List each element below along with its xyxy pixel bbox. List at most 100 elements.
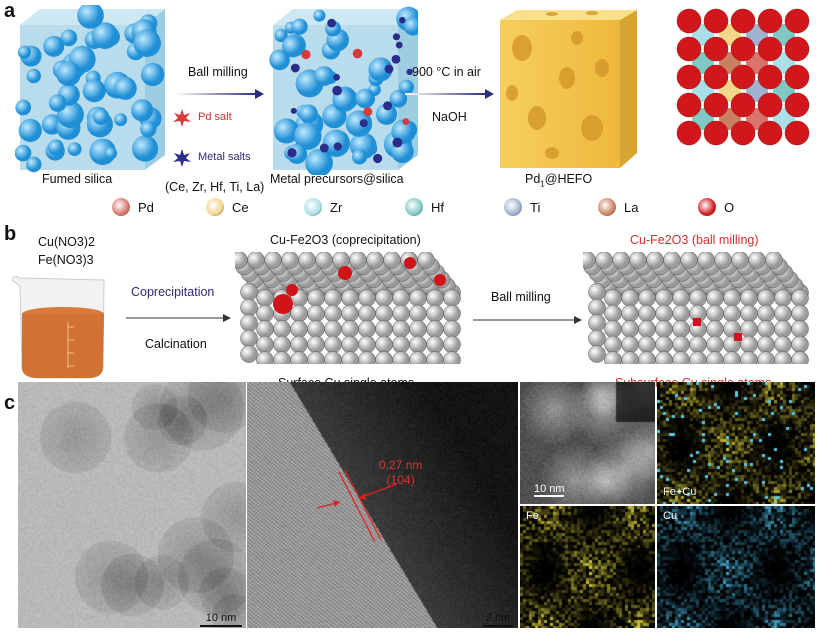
fe-atom	[325, 352, 342, 365]
fe-atom	[589, 284, 606, 301]
oxygen-atom	[785, 65, 809, 89]
fe-atom	[427, 352, 444, 365]
fe-atom	[656, 290, 673, 307]
silica-sphere	[49, 94, 67, 112]
silica-sphere	[282, 36, 304, 58]
salt-particle	[333, 74, 340, 81]
silica-sphere	[26, 69, 40, 83]
fe-atom	[291, 336, 308, 353]
fe-atom	[589, 315, 606, 332]
fe-atom	[707, 321, 724, 338]
silica-sphere	[18, 46, 31, 59]
salt-particle	[360, 119, 368, 127]
silica-sphere	[132, 136, 158, 162]
fe-atom	[589, 299, 606, 316]
fe-atom	[316, 252, 333, 269]
silica-sphere	[19, 119, 42, 142]
fe-atom	[308, 305, 325, 322]
fe-atom	[656, 336, 673, 353]
caption-pd: Pd	[525, 172, 540, 186]
atom-swatch-icon	[405, 198, 423, 216]
fe-atom	[410, 352, 427, 365]
salt-particle	[363, 107, 372, 116]
fe-atom	[758, 321, 775, 338]
fe-atom	[775, 336, 792, 353]
fe-atom	[241, 284, 258, 301]
oxygen-atom	[677, 37, 701, 61]
slab1-title: Cu-Fe2O3 (coprecipitation)	[270, 233, 421, 247]
silica-sphere	[114, 77, 137, 100]
fe-atom	[605, 321, 622, 338]
fe-atom	[444, 290, 461, 307]
fe-atom	[274, 336, 291, 353]
precursor-fe-nitrate: Fe(NO3)3	[38, 253, 94, 267]
fe-atom	[639, 305, 656, 322]
silica-sphere	[43, 36, 64, 57]
fe-atom	[427, 305, 444, 322]
fe-atom	[792, 290, 809, 307]
atom-swatch-icon	[304, 198, 322, 216]
fe-atom	[775, 305, 792, 322]
oxygen-atom	[731, 121, 755, 145]
fe-atom	[673, 321, 690, 338]
legend-label: La	[624, 200, 638, 215]
fe-atom	[342, 336, 359, 353]
hrtem-scale-label: 2 nm	[486, 612, 510, 624]
atom-swatch-icon	[206, 198, 224, 216]
fe-atom	[758, 305, 775, 322]
metal-salts-icon	[172, 148, 192, 168]
atom-swatch-icon	[598, 198, 616, 216]
fe-atom	[656, 321, 673, 338]
fe-atom	[758, 290, 775, 307]
fe-atom	[427, 336, 444, 353]
legend-item-hf: Hf	[405, 198, 444, 216]
cu-single-atom	[273, 294, 293, 314]
fe-atom	[775, 321, 792, 338]
silica-sphere	[114, 113, 127, 126]
calcination-label: 900 °C in air	[412, 65, 481, 79]
fe-atom	[257, 352, 274, 365]
silica-sphere	[313, 10, 325, 22]
oxygen-atom	[704, 37, 728, 61]
fe-atom	[325, 305, 342, 322]
cu-single-atom	[434, 274, 446, 286]
tem-image: 10 nm	[18, 382, 246, 628]
oxygen-atom	[677, 9, 701, 33]
legend-item-pd: Pd	[112, 198, 154, 216]
fe-atom	[639, 321, 656, 338]
salt-particle	[392, 55, 401, 64]
oxygen-atom	[758, 37, 782, 61]
fe-atom	[622, 290, 639, 307]
fe-atom	[350, 252, 367, 269]
haadf-scale-bar: 10 nm	[534, 483, 565, 497]
silica-sphere	[68, 142, 82, 156]
fe-atom	[342, 352, 359, 365]
fe-atom	[410, 321, 427, 338]
cu-single-atom	[286, 284, 298, 296]
fe-atom	[792, 352, 809, 365]
silica-sphere	[355, 89, 375, 109]
haadf-scale-label: 10 nm	[534, 483, 565, 495]
fe-atom	[325, 336, 342, 353]
fe-atom	[393, 290, 410, 307]
oxygen-atom	[758, 9, 782, 33]
fe-atom	[282, 252, 299, 269]
element-legend: Pd Ce Zr Hf Ti La O	[0, 198, 817, 220]
salt-particle	[353, 49, 363, 59]
cu-subsurface-atom	[734, 333, 742, 341]
fe-atom	[707, 336, 724, 353]
silica-sphere	[291, 19, 307, 35]
lattice-spacing-label: 0.27 nm (104)	[379, 458, 422, 488]
atom-swatch-icon	[504, 198, 522, 216]
oxygen-atom	[704, 65, 728, 89]
fe-atom	[299, 252, 316, 269]
salt-particle	[291, 108, 297, 114]
fe-atom	[410, 305, 427, 322]
cu-subsurface-atom	[693, 318, 701, 326]
fe-atom	[333, 252, 350, 269]
pd-hefo-caption: Pd1@HEFO	[525, 172, 592, 189]
fe-atom	[257, 336, 274, 353]
legend-item-la: La	[598, 198, 638, 216]
fe-atom	[690, 336, 707, 353]
spacing-value: 0.27 nm	[379, 458, 422, 473]
